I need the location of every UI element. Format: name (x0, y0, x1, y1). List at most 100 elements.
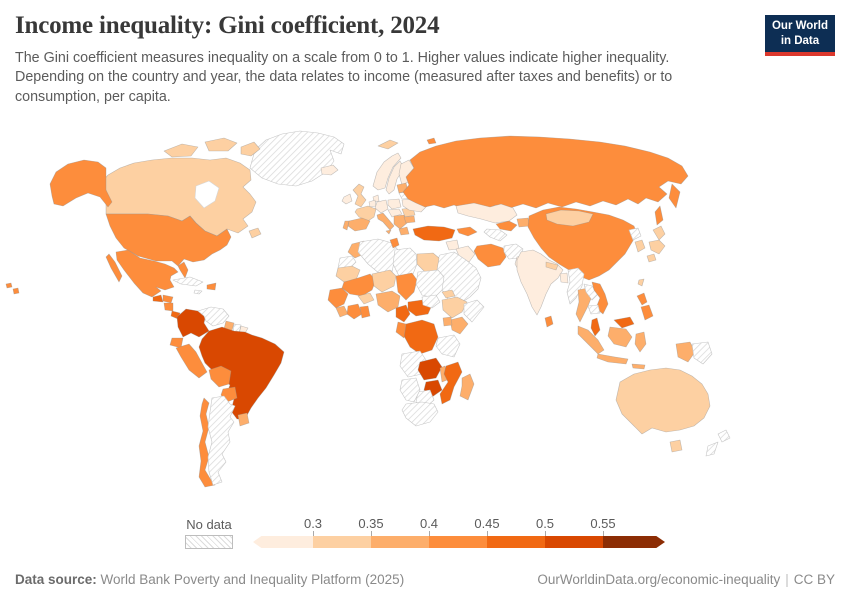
country-mongolia[interactable] (545, 209, 594, 227)
country-kazakhstan[interactable] (455, 202, 518, 224)
country-ethiopia[interactable] (441, 296, 468, 319)
country-laos[interactable] (583, 283, 599, 301)
country-algeria[interactable] (357, 238, 399, 275)
country-myanmar[interactable] (566, 267, 585, 305)
country-ghana[interactable] (359, 305, 371, 319)
country-iceland[interactable] (320, 164, 339, 176)
country-canada-newfoundland[interactable] (248, 227, 262, 239)
country-libya[interactable] (392, 247, 418, 277)
country-cambodia[interactable] (587, 304, 601, 315)
country-australia-tasmania[interactable] (669, 439, 683, 453)
country-mexico-baja[interactable] (105, 253, 123, 283)
country-uganda[interactable] (442, 316, 453, 327)
country-eritrea[interactable] (441, 289, 456, 299)
country-usa-hawaii-1[interactable] (5, 282, 13, 289)
legend-bin-0-35-0-4[interactable] (371, 536, 429, 548)
country-greece[interactable] (398, 226, 410, 236)
country-new-zealand-north[interactable] (717, 429, 731, 443)
country-usa-alaska[interactable] (49, 159, 113, 208)
country-greenland[interactable] (249, 130, 345, 187)
country-uruguay[interactable] (237, 412, 250, 427)
country-canada-arctic-1[interactable] (163, 143, 199, 158)
country-japan-hokkaido[interactable] (652, 225, 666, 241)
country-russia-franz-josef[interactable] (426, 137, 437, 145)
owid-url-link[interactable]: OurWorldinData.org/economic-inequality (537, 572, 781, 587)
legend-bin-0-5-0-55[interactable] (545, 536, 603, 548)
legend-no-data-swatch[interactable] (185, 535, 233, 549)
country-papua-new-guinea[interactable] (691, 341, 713, 365)
country-bangladesh[interactable] (559, 272, 569, 284)
country-indonesia-west-papua[interactable] (675, 341, 696, 363)
country-cote-divoire[interactable] (346, 303, 363, 320)
country-drc[interactable] (403, 319, 439, 355)
country-somalia[interactable] (463, 299, 485, 323)
country-niger[interactable] (371, 269, 397, 293)
country-taiwan[interactable] (637, 278, 645, 287)
country-turkmenistan[interactable] (483, 228, 508, 242)
country-central-europe[interactable] (387, 208, 403, 218)
country-haiti-dr[interactable] (206, 282, 217, 291)
country-peru[interactable] (175, 343, 208, 379)
country-usa[interactable] (105, 213, 232, 267)
country-russia[interactable] (402, 135, 689, 210)
country-madagascar[interactable] (459, 373, 475, 401)
country-new-zealand-south[interactable] (705, 441, 719, 457)
country-chad[interactable] (395, 272, 418, 301)
country-chile[interactable] (198, 397, 216, 488)
country-australia[interactable] (615, 367, 711, 435)
country-indonesia-lesser-sunda[interactable] (631, 363, 646, 370)
country-china[interactable] (527, 206, 638, 281)
country-turkey[interactable] (412, 225, 456, 242)
country-cameroon[interactable] (395, 304, 411, 323)
country-mexico[interactable] (115, 249, 179, 298)
country-france[interactable] (354, 205, 377, 222)
legend-bin-0-4-0-45[interactable] (429, 536, 487, 548)
country-nicaragua[interactable] (163, 302, 174, 312)
country-guatemala[interactable] (152, 294, 164, 303)
legend-bin-lt-0-3[interactable] (253, 536, 313, 548)
country-uk[interactable] (352, 183, 367, 208)
country-poland[interactable] (387, 198, 402, 210)
country-indonesia-java[interactable] (596, 353, 629, 365)
country-svalbard[interactable] (377, 139, 399, 150)
country-japan-kyushu[interactable] (646, 253, 657, 263)
country-usa-florida[interactable] (177, 261, 189, 279)
country-senegal-guinea[interactable] (327, 287, 349, 309)
country-argentina[interactable] (207, 395, 236, 486)
country-uzbekistan[interactable] (495, 220, 518, 232)
country-bolivia[interactable] (208, 365, 232, 388)
country-caucasus[interactable] (456, 226, 478, 237)
country-germany[interactable] (374, 199, 389, 214)
country-burkina-faso[interactable] (357, 292, 375, 305)
country-zambia[interactable] (417, 357, 443, 381)
country-sierra-leone-liberia[interactable] (335, 305, 349, 318)
country-russia-kamchatka[interactable] (668, 183, 681, 209)
country-sri-lanka[interactable] (544, 315, 554, 328)
owid-logo[interactable]: Our World in Data (764, 15, 835, 56)
country-norway[interactable] (372, 152, 402, 191)
country-vietnam[interactable] (591, 281, 609, 315)
legend-bin-gt-0-55[interactable] (603, 536, 665, 548)
country-brazil[interactable] (198, 326, 285, 420)
country-japan-honshu[interactable] (648, 239, 666, 255)
legend-bin-0-3-0-35[interactable] (313, 536, 371, 548)
country-sudan[interactable] (415, 269, 445, 299)
country-egypt[interactable] (416, 252, 440, 273)
country-malaysia-peninsula[interactable] (590, 317, 601, 337)
country-russia-sakhalin[interactable] (654, 205, 664, 226)
country-venezuela[interactable] (197, 306, 230, 327)
country-italy[interactable] (376, 212, 395, 231)
country-mozambique[interactable] (439, 361, 463, 405)
country-usa-hawaii-2[interactable] (12, 287, 20, 295)
country-canada-arctic-3[interactable] (240, 141, 261, 157)
country-philippines-mindanao[interactable] (640, 304, 654, 321)
country-italy-sicily[interactable] (385, 229, 392, 235)
country-malaysia-borneo[interactable] (613, 316, 635, 329)
country-indonesia-sulawesi[interactable] (634, 331, 647, 353)
country-mali[interactable] (341, 273, 377, 297)
country-honduras[interactable] (162, 294, 174, 304)
country-kenya[interactable] (449, 316, 469, 335)
country-spain[interactable] (347, 217, 371, 232)
country-namibia[interactable] (399, 377, 421, 403)
